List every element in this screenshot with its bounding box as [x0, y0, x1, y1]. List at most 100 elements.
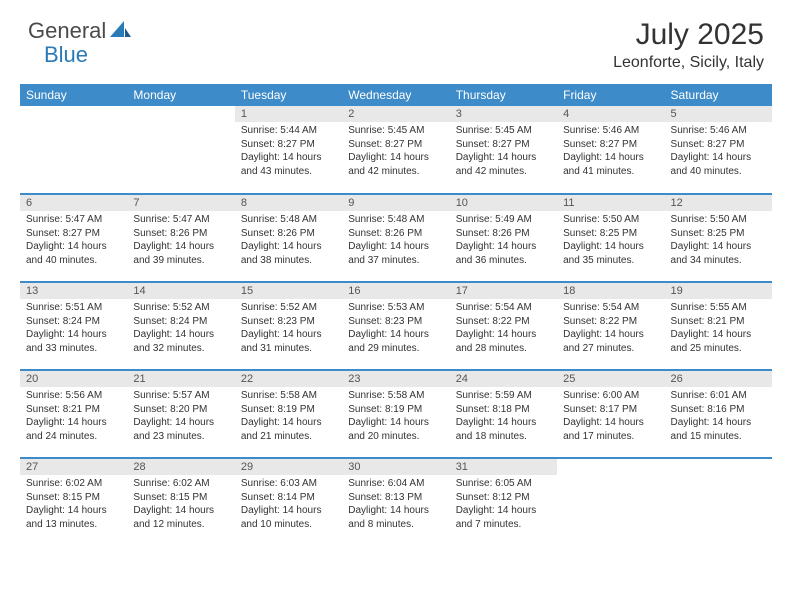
calendar-week: 27Sunrise: 6:02 AMSunset: 8:15 PMDayligh… [20, 458, 772, 546]
day-number: 7 [127, 195, 234, 211]
calendar-cell: 15Sunrise: 5:52 AMSunset: 8:23 PMDayligh… [235, 282, 342, 370]
calendar-cell: 7Sunrise: 5:47 AMSunset: 8:26 PMDaylight… [127, 194, 234, 282]
sunset-text: Sunset: 8:18 PM [456, 403, 551, 417]
daylight-text: Daylight: 14 hours and 35 minutes. [563, 240, 658, 267]
daylight-text: Daylight: 14 hours and 24 minutes. [26, 416, 121, 443]
calendar-week: 6Sunrise: 5:47 AMSunset: 8:27 PMDaylight… [20, 194, 772, 282]
sunset-text: Sunset: 8:26 PM [348, 227, 443, 241]
day-number: 5 [665, 106, 772, 122]
daylight-text: Daylight: 14 hours and 28 minutes. [456, 328, 551, 355]
sunset-text: Sunset: 8:12 PM [456, 491, 551, 505]
day-content: Sunrise: 6:05 AMSunset: 8:12 PMDaylight:… [450, 475, 557, 535]
logo-text-blue: Blue [44, 42, 88, 68]
day-number: 16 [342, 283, 449, 299]
day-content: Sunrise: 6:04 AMSunset: 8:13 PMDaylight:… [342, 475, 449, 535]
day-content: Sunrise: 6:01 AMSunset: 8:16 PMDaylight:… [665, 387, 772, 447]
daylight-text: Daylight: 14 hours and 42 minutes. [348, 151, 443, 178]
daylight-text: Daylight: 14 hours and 27 minutes. [563, 328, 658, 355]
sunset-text: Sunset: 8:27 PM [26, 227, 121, 241]
day-content: Sunrise: 5:50 AMSunset: 8:25 PMDaylight:… [665, 211, 772, 271]
day-number: 4 [557, 106, 664, 122]
day-number: 8 [235, 195, 342, 211]
daylight-text: Daylight: 14 hours and 31 minutes. [241, 328, 336, 355]
sunset-text: Sunset: 8:26 PM [241, 227, 336, 241]
daylight-text: Daylight: 14 hours and 34 minutes. [671, 240, 766, 267]
day-number: 31 [450, 459, 557, 475]
day-content: Sunrise: 6:02 AMSunset: 8:15 PMDaylight:… [127, 475, 234, 535]
dayname-monday: Monday [127, 84, 234, 106]
sunrise-text: Sunrise: 6:02 AM [26, 477, 121, 491]
day-content: Sunrise: 5:48 AMSunset: 8:26 PMDaylight:… [235, 211, 342, 271]
sunrise-text: Sunrise: 6:05 AM [456, 477, 551, 491]
calendar-cell: 14Sunrise: 5:52 AMSunset: 8:24 PMDayligh… [127, 282, 234, 370]
sunset-text: Sunset: 8:25 PM [671, 227, 766, 241]
day-content: Sunrise: 6:03 AMSunset: 8:14 PMDaylight:… [235, 475, 342, 535]
day-content: Sunrise: 5:54 AMSunset: 8:22 PMDaylight:… [450, 299, 557, 359]
day-number: 15 [235, 283, 342, 299]
day-number: 9 [342, 195, 449, 211]
daylight-text: Daylight: 14 hours and 23 minutes. [133, 416, 228, 443]
calendar-cell: 18Sunrise: 5:54 AMSunset: 8:22 PMDayligh… [557, 282, 664, 370]
calendar-cell: 19Sunrise: 5:55 AMSunset: 8:21 PMDayligh… [665, 282, 772, 370]
day-content: Sunrise: 5:59 AMSunset: 8:18 PMDaylight:… [450, 387, 557, 447]
day-number: 18 [557, 283, 664, 299]
day-content: Sunrise: 5:58 AMSunset: 8:19 PMDaylight:… [342, 387, 449, 447]
day-content: Sunrise: 5:45 AMSunset: 8:27 PMDaylight:… [342, 122, 449, 182]
daylight-text: Daylight: 14 hours and 17 minutes. [563, 416, 658, 443]
sunrise-text: Sunrise: 5:56 AM [26, 389, 121, 403]
daylight-text: Daylight: 14 hours and 18 minutes. [456, 416, 551, 443]
daylight-text: Daylight: 14 hours and 8 minutes. [348, 504, 443, 531]
daylight-text: Daylight: 14 hours and 7 minutes. [456, 504, 551, 531]
day-number: 1 [235, 106, 342, 122]
dayname-sunday: Sunday [20, 84, 127, 106]
day-content: Sunrise: 5:51 AMSunset: 8:24 PMDaylight:… [20, 299, 127, 359]
day-number: 22 [235, 371, 342, 387]
daylight-text: Daylight: 14 hours and 20 minutes. [348, 416, 443, 443]
day-number: 10 [450, 195, 557, 211]
sunrise-text: Sunrise: 5:45 AM [348, 124, 443, 138]
day-number: 13 [20, 283, 127, 299]
day-content: Sunrise: 5:45 AMSunset: 8:27 PMDaylight:… [450, 122, 557, 182]
day-number: 17 [450, 283, 557, 299]
day-number: 28 [127, 459, 234, 475]
day-number: 26 [665, 371, 772, 387]
calendar-week: 20Sunrise: 5:56 AMSunset: 8:21 PMDayligh… [20, 370, 772, 458]
sunrise-text: Sunrise: 5:45 AM [456, 124, 551, 138]
day-content: Sunrise: 6:02 AMSunset: 8:15 PMDaylight:… [20, 475, 127, 535]
sunset-text: Sunset: 8:23 PM [348, 315, 443, 329]
dayname-wednesday: Wednesday [342, 84, 449, 106]
sunset-text: Sunset: 8:22 PM [456, 315, 551, 329]
daylight-text: Daylight: 14 hours and 40 minutes. [671, 151, 766, 178]
sunset-text: Sunset: 8:15 PM [26, 491, 121, 505]
day-number: 3 [450, 106, 557, 122]
day-content: Sunrise: 5:48 AMSunset: 8:26 PMDaylight:… [342, 211, 449, 271]
day-content: Sunrise: 5:44 AMSunset: 8:27 PMDaylight:… [235, 122, 342, 182]
calendar-cell: 22Sunrise: 5:58 AMSunset: 8:19 PMDayligh… [235, 370, 342, 458]
day-content: Sunrise: 5:49 AMSunset: 8:26 PMDaylight:… [450, 211, 557, 271]
calendar-cell: 11Sunrise: 5:50 AMSunset: 8:25 PMDayligh… [557, 194, 664, 282]
sunrise-text: Sunrise: 5:59 AM [456, 389, 551, 403]
dayname-saturday: Saturday [665, 84, 772, 106]
sunset-text: Sunset: 8:24 PM [26, 315, 121, 329]
day-content: Sunrise: 5:56 AMSunset: 8:21 PMDaylight:… [20, 387, 127, 447]
calendar-cell: 26Sunrise: 6:01 AMSunset: 8:16 PMDayligh… [665, 370, 772, 458]
sunset-text: Sunset: 8:27 PM [563, 138, 658, 152]
day-number: 19 [665, 283, 772, 299]
day-number: 30 [342, 459, 449, 475]
sunrise-text: Sunrise: 5:53 AM [348, 301, 443, 315]
sunrise-text: Sunrise: 5:49 AM [456, 213, 551, 227]
day-number: 25 [557, 371, 664, 387]
calendar-cell: 5Sunrise: 5:46 AMSunset: 8:27 PMDaylight… [665, 106, 772, 194]
calendar-table: Sunday Monday Tuesday Wednesday Thursday… [20, 84, 772, 546]
daylight-text: Daylight: 14 hours and 39 minutes. [133, 240, 228, 267]
calendar-cell: 20Sunrise: 5:56 AMSunset: 8:21 PMDayligh… [20, 370, 127, 458]
calendar-week: 1Sunrise: 5:44 AMSunset: 8:27 PMDaylight… [20, 106, 772, 194]
daylight-text: Daylight: 14 hours and 12 minutes. [133, 504, 228, 531]
calendar-cell: 28Sunrise: 6:02 AMSunset: 8:15 PMDayligh… [127, 458, 234, 546]
sunset-text: Sunset: 8:27 PM [348, 138, 443, 152]
daylight-text: Daylight: 14 hours and 38 minutes. [241, 240, 336, 267]
day-number: 6 [20, 195, 127, 211]
day-number: 24 [450, 371, 557, 387]
calendar-cell: 21Sunrise: 5:57 AMSunset: 8:20 PMDayligh… [127, 370, 234, 458]
daylight-text: Daylight: 14 hours and 43 minutes. [241, 151, 336, 178]
